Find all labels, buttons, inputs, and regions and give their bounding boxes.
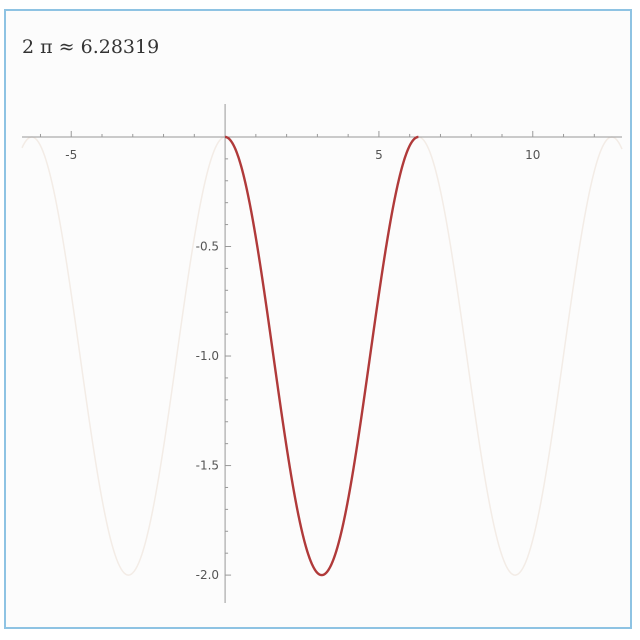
main-curve-layer	[224, 135, 420, 577]
y-tick-label: -1.5	[196, 459, 219, 473]
x-tick-label: 10	[525, 148, 540, 162]
x-tick-label: 5	[375, 148, 383, 162]
main-curve-line	[224, 135, 420, 577]
y-tick-label: -2.0	[196, 568, 219, 582]
axes-layer	[22, 104, 622, 603]
tick-labels-layer: -5 5 10 -0.5 -1.0 -1.5 -2.0	[65, 148, 540, 582]
y-tick-label: -1.0	[196, 349, 219, 363]
faint-curve-line	[21, 136, 623, 576]
plot-frame	[4, 9, 632, 629]
faint-curve-layer	[21, 136, 623, 576]
y-tick-label: -0.5	[196, 239, 219, 253]
x-tick-label: -5	[65, 148, 77, 162]
chart-title: 2 π ≈ 6.28319	[22, 36, 160, 58]
